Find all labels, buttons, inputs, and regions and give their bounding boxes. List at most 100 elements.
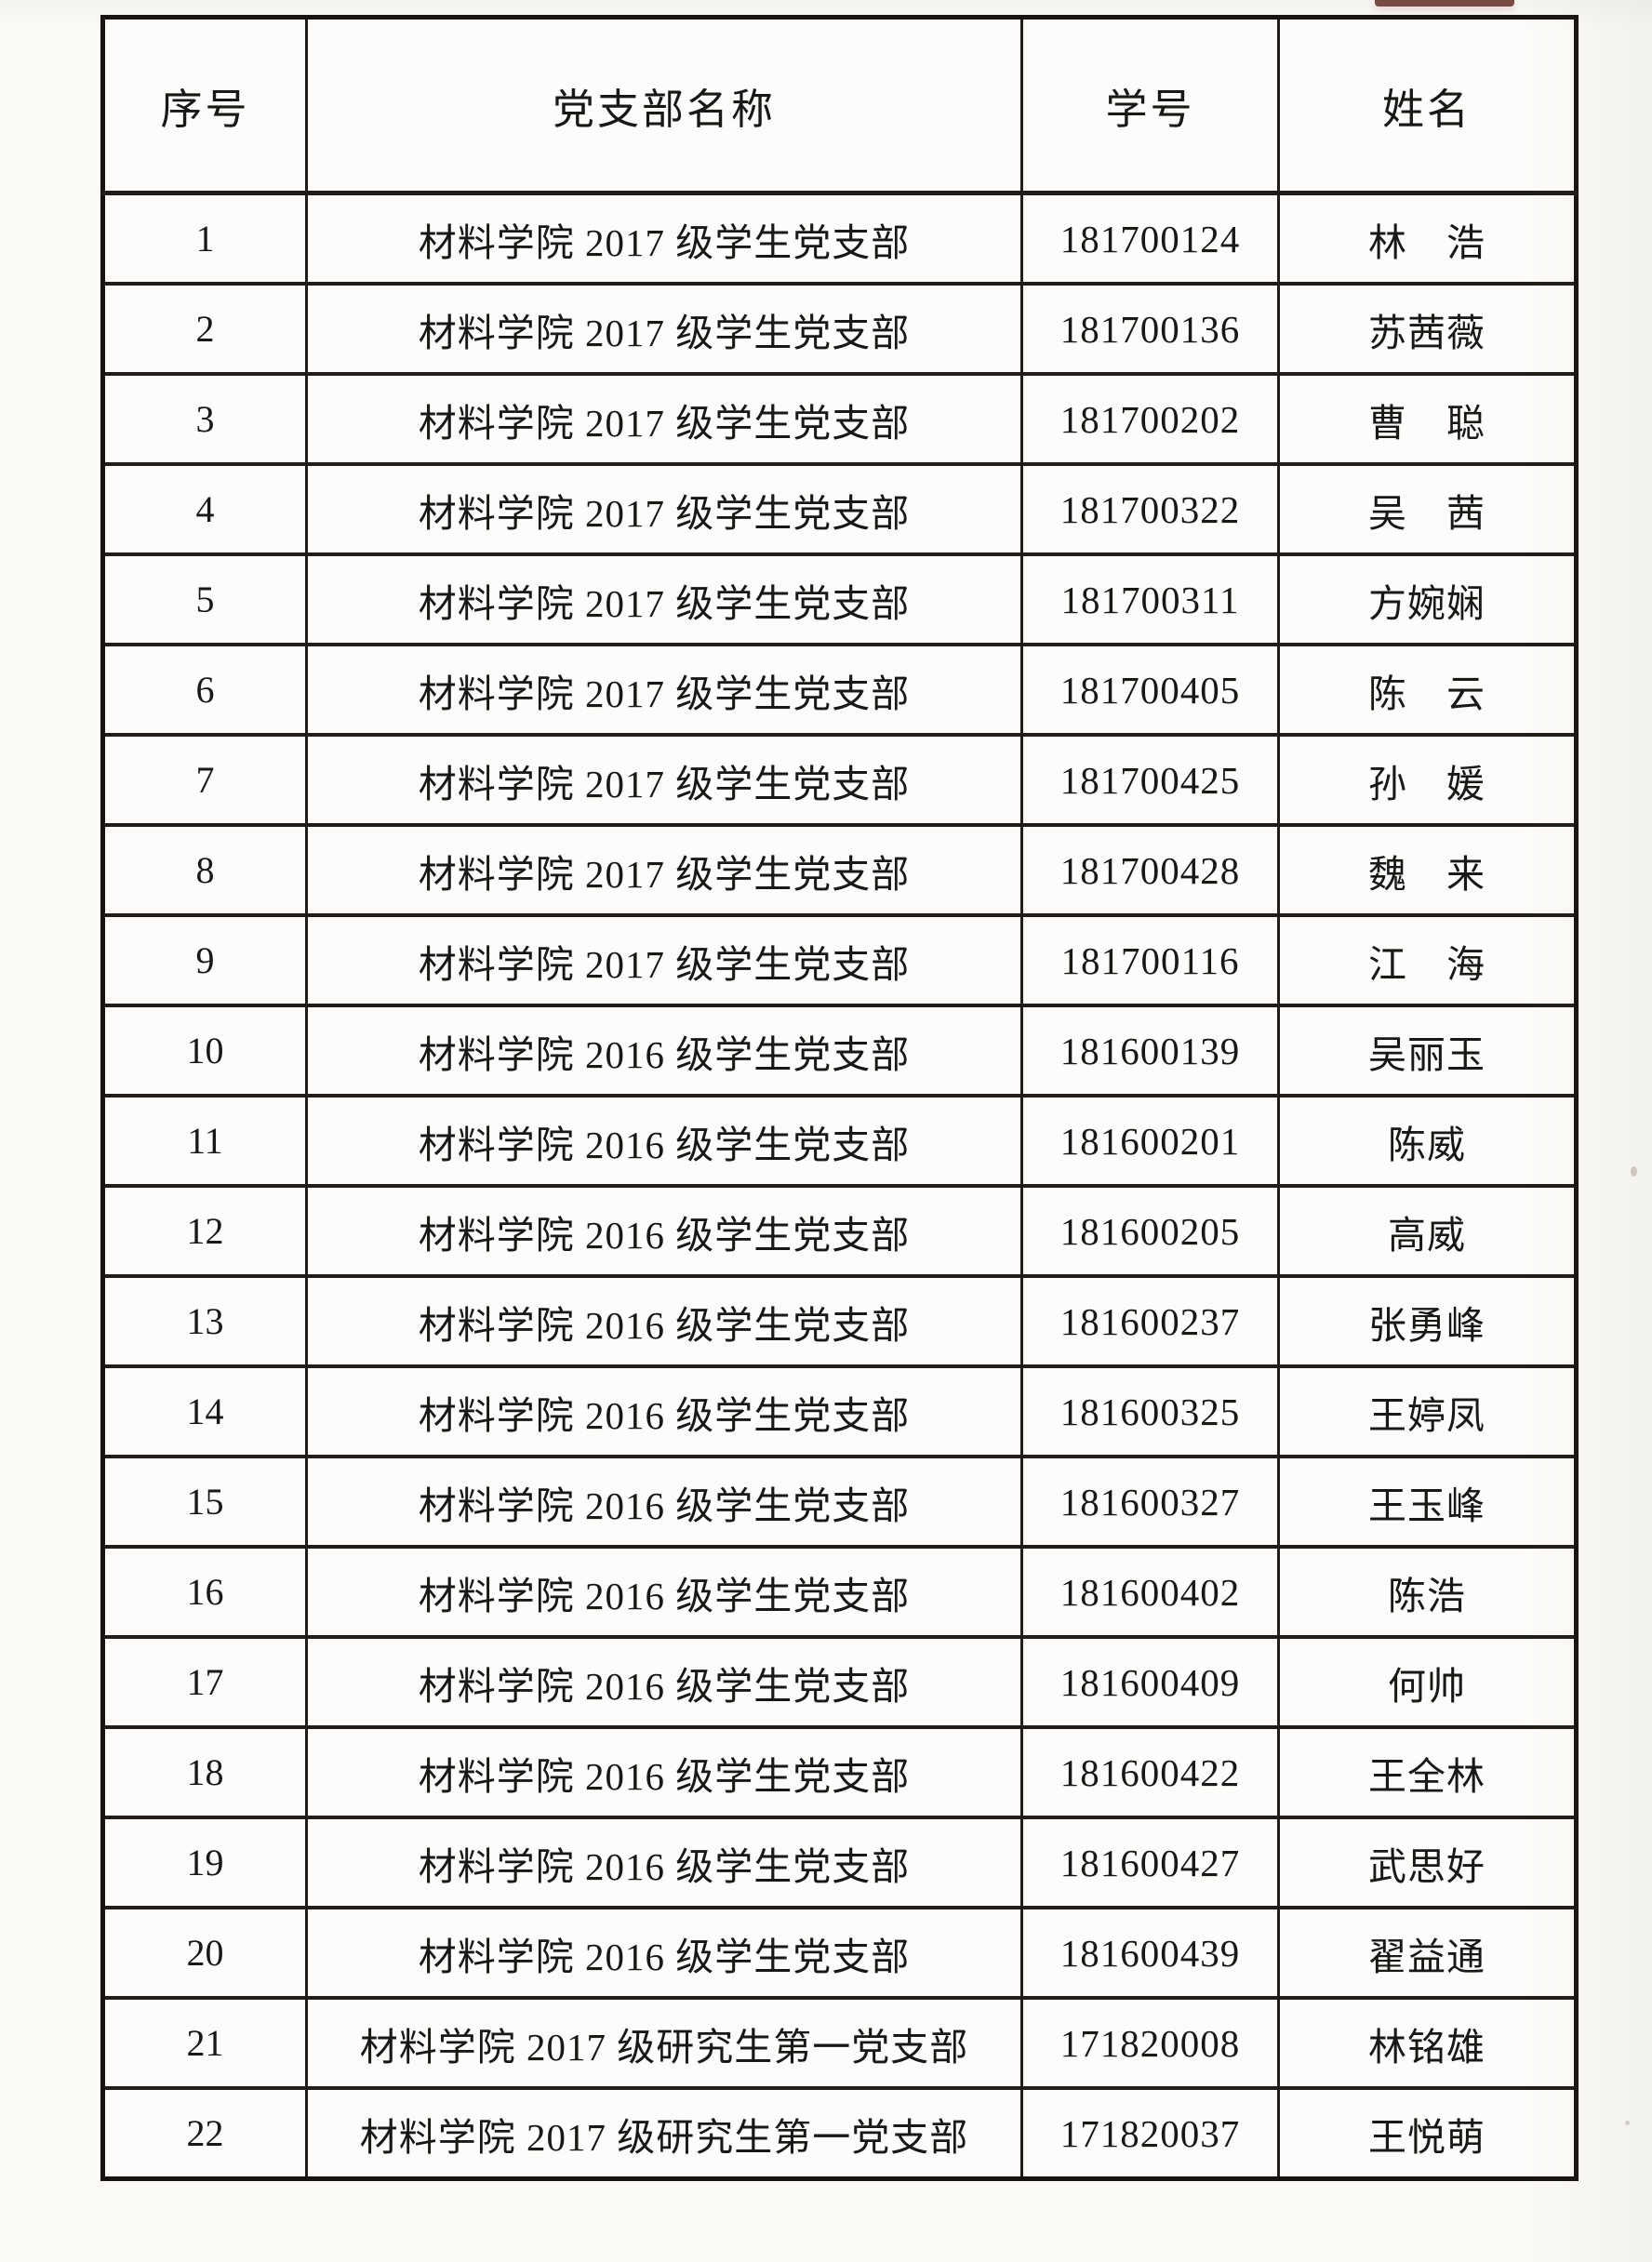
cell-member-name: 曹 聪 [1277, 372, 1578, 466]
cell-student-id: 181600327 [1020, 1455, 1280, 1549]
table-row: 13 材料学院 2016 级学生党支部 181600237 张勇峰 [101, 1274, 1578, 1368]
table-row: 6 材料学院 2017 级学生党支部 181700405 陈 云 [101, 643, 1578, 737]
table-row: 17 材料学院 2016 级学生党支部 181600409 何帅 [101, 1635, 1578, 1729]
cell-sequence-number: 7 [101, 733, 308, 827]
table-body: 1 材料学院 2017 级学生党支部 181700124 林 浩 2 材料学院 2017 … [101, 192, 1578, 2181]
table-row: 20 材料学院 2016 级学生党支部 181600439 翟益通 [101, 1906, 1578, 2000]
cell-student-id: 181700425 [1020, 733, 1280, 827]
cell-student-id: 181700136 [1020, 282, 1280, 376]
cell-student-id: 181600409 [1020, 1635, 1280, 1729]
cell-party-branch-name: 材料学院 2017 级学生党支部 [305, 643, 1023, 737]
cell-sequence-number: 20 [101, 1906, 308, 2000]
table-row: 7 材料学院 2017 级学生党支部 181700425 孙 媛 [101, 733, 1578, 827]
cell-member-name: 何帅 [1277, 1635, 1578, 1729]
table-row: 21 材料学院 2017 级研究生第一党支部 171820008 林铭雄 [101, 1996, 1578, 2090]
scan-speck [1625, 2121, 1630, 2125]
table-row: 10 材料学院 2016 级学生党支部 181600139 吴丽玉 [101, 1004, 1578, 1098]
cell-party-branch-name: 材料学院 2016 级学生党支部 [305, 1725, 1023, 1819]
cell-student-id: 171820037 [1020, 2086, 1280, 2181]
cell-member-name: 林 浩 [1277, 192, 1578, 286]
cell-student-id: 181700202 [1020, 372, 1280, 466]
cell-party-branch-name: 材料学院 2016 级学生党支部 [305, 1455, 1023, 1549]
cell-student-id: 181700124 [1020, 192, 1280, 286]
cell-sequence-number: 10 [101, 1004, 308, 1098]
cell-party-branch-name: 材料学院 2017 级学生党支部 [305, 733, 1023, 827]
cell-member-name: 张勇峰 [1277, 1274, 1578, 1368]
cell-party-branch-name: 材料学院 2017 级学生党支部 [305, 823, 1023, 917]
cell-sequence-number: 6 [101, 643, 308, 737]
table-row: 22 材料学院 2017 级研究生第一党支部 171820037 王悦萌 [101, 2086, 1578, 2181]
header-row: 序号 党支部名称 学号 姓名 [101, 16, 1578, 195]
cell-party-branch-name: 材料学院 2016 级学生党支部 [305, 1364, 1023, 1458]
header-name: 姓名 [1277, 16, 1578, 195]
cell-sequence-number: 1 [101, 192, 308, 286]
cell-member-name: 高威 [1277, 1184, 1578, 1278]
cell-member-name: 方婉娴 [1277, 552, 1578, 646]
cell-member-name: 孙 媛 [1277, 733, 1578, 827]
cell-party-branch-name: 材料学院 2016 级学生党支部 [305, 1184, 1023, 1278]
cell-party-branch-name: 材料学院 2016 级学生党支部 [305, 1004, 1023, 1098]
cell-sequence-number: 16 [101, 1545, 308, 1639]
cell-party-branch-name: 材料学院 2017 级学生党支部 [305, 192, 1023, 286]
cell-sequence-number: 8 [101, 823, 308, 917]
cell-member-name: 王悦萌 [1277, 2086, 1578, 2181]
table-row: 18 材料学院 2016 级学生党支部 181600422 王全林 [101, 1725, 1578, 1819]
cell-member-name: 翟益通 [1277, 1906, 1578, 2000]
cell-party-branch-name: 材料学院 2017 级学生党支部 [305, 552, 1023, 646]
cell-member-name: 王玉峰 [1277, 1455, 1578, 1549]
cell-sequence-number: 22 [101, 2086, 308, 2181]
table-row: 12 材料学院 2016 级学生党支部 181600205 高威 [101, 1184, 1578, 1278]
cell-party-branch-name: 材料学院 2017 级学生党支部 [305, 372, 1023, 466]
cell-student-id: 181600205 [1020, 1184, 1280, 1278]
cell-student-id: 181600139 [1020, 1004, 1280, 1098]
cell-sequence-number: 2 [101, 282, 308, 376]
table-row: 3 材料学院 2017 级学生党支部 181700202 曹 聪 [101, 372, 1578, 466]
cell-sequence-number: 3 [101, 372, 308, 466]
cell-member-name: 陈浩 [1277, 1545, 1578, 1639]
cell-student-id: 181700405 [1020, 643, 1280, 737]
cell-member-name: 武思好 [1277, 1816, 1578, 1909]
cell-student-id: 181600427 [1020, 1816, 1280, 1909]
cell-student-id: 181600439 [1020, 1906, 1280, 2000]
cell-member-name: 陈威 [1277, 1094, 1578, 1188]
cell-student-id: 171820008 [1020, 1996, 1280, 2090]
cell-member-name: 王全林 [1277, 1725, 1578, 1819]
cell-party-branch-name: 材料学院 2016 级学生党支部 [305, 1906, 1023, 2000]
cell-sequence-number: 19 [101, 1816, 308, 1909]
cell-sequence-number: 21 [101, 1996, 308, 2090]
cell-student-id: 181700428 [1020, 823, 1280, 917]
cell-student-id: 181700116 [1020, 913, 1280, 1007]
cell-party-branch-name: 材料学院 2017 级学生党支部 [305, 462, 1023, 556]
header-branch: 党支部名称 [305, 16, 1023, 195]
cell-party-branch-name: 材料学院 2017 级研究生第一党支部 [305, 1996, 1023, 2090]
cell-sequence-number: 14 [101, 1364, 308, 1458]
cell-member-name: 陈 云 [1277, 643, 1578, 737]
cell-student-id: 181600201 [1020, 1094, 1280, 1188]
cell-student-id: 181700311 [1020, 552, 1280, 646]
table-row: 16 材料学院 2016 级学生党支部 181600402 陈浩 [101, 1545, 1578, 1639]
cell-party-branch-name: 材料学院 2017 级研究生第一党支部 [305, 2086, 1023, 2181]
table-row: 9 材料学院 2017 级学生党支部 181700116 江 海 [101, 913, 1578, 1007]
cell-party-branch-name: 材料学院 2016 级学生党支部 [305, 1816, 1023, 1909]
cell-member-name: 魏 来 [1277, 823, 1578, 917]
table-row: 11 材料学院 2016 级学生党支部 181600201 陈威 [101, 1094, 1578, 1188]
cell-party-branch-name: 材料学院 2016 级学生党支部 [305, 1545, 1023, 1639]
header-student-id: 学号 [1020, 16, 1280, 195]
table-row: 1 材料学院 2017 级学生党支部 181700124 林 浩 [101, 192, 1578, 286]
cell-sequence-number: 13 [101, 1274, 308, 1368]
table-row: 19 材料学院 2016 级学生党支部 181600427 武思好 [101, 1816, 1578, 1909]
header-no: 序号 [101, 16, 308, 195]
cell-student-id: 181600325 [1020, 1364, 1280, 1458]
cell-sequence-number: 9 [101, 913, 308, 1007]
table-row: 14 材料学院 2016 级学生党支部 181600325 王婷凤 [101, 1364, 1578, 1458]
party-member-roster-table: 序号 党支部名称 学号 姓名 1 材料学院 2017 级学生党支部 18170012… [100, 15, 1579, 2181]
cell-sequence-number: 15 [101, 1455, 308, 1549]
cell-party-branch-name: 材料学院 2016 级学生党支部 [305, 1274, 1023, 1368]
cell-student-id: 181600422 [1020, 1725, 1280, 1819]
cell-sequence-number: 17 [101, 1635, 308, 1729]
table-row: 5 材料学院 2017 级学生党支部 181700311 方婉娴 [101, 552, 1578, 646]
table-row: 4 材料学院 2017 级学生党支部 181700322 吴 茜 [101, 462, 1578, 556]
cell-party-branch-name: 材料学院 2016 级学生党支部 [305, 1635, 1023, 1729]
table-row: 8 材料学院 2017 级学生党支部 181700428 魏 来 [101, 823, 1578, 917]
